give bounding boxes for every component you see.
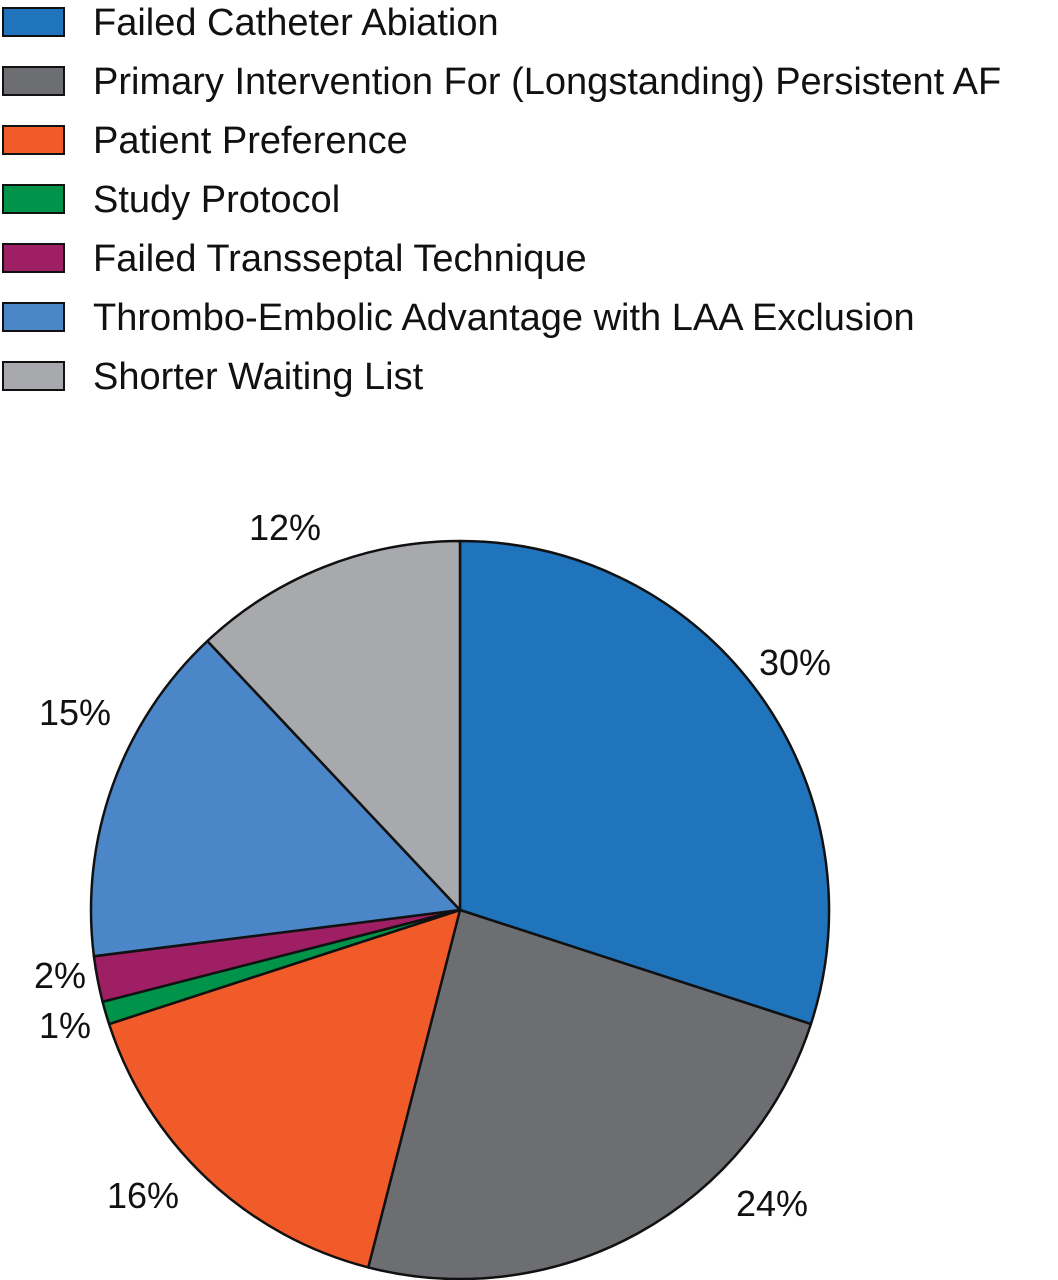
legend-label: Shorter Waiting List: [93, 356, 424, 398]
legend-swatch: [2, 66, 65, 96]
legend-label: Primary Intervention For (Longstanding) …: [93, 61, 1002, 103]
legend-label: Study Protocol: [93, 179, 341, 221]
legend-swatch: [2, 361, 65, 391]
slice-label: 16%: [107, 1175, 179, 1216]
pie-slice: [206, 539, 462, 912]
pie-slice: [107, 908, 462, 1269]
legend-swatch: [2, 184, 65, 214]
legend-label: Patient Preference: [93, 120, 408, 162]
slice-label: 30%: [759, 642, 831, 683]
slice-label: 15%: [39, 692, 111, 733]
pie-slice: [366, 908, 813, 1280]
slice-label: 12%: [249, 507, 321, 548]
slice-label: 2%: [34, 955, 86, 996]
legend-swatch: [2, 302, 65, 332]
slice-label: 24%: [736, 1183, 808, 1224]
pie-slice: [458, 539, 831, 1026]
pie-slice: [89, 639, 462, 958]
legend-swatch: [2, 7, 65, 37]
legend-label: Failed Catheter Abiation: [93, 2, 499, 44]
slice-label: 1%: [39, 1005, 91, 1046]
legend-swatch: [2, 125, 65, 155]
legend-label: Failed Transseptal Technique: [93, 238, 587, 280]
legend-label: Thrombo-Embolic Advantage with LAA Exclu…: [93, 297, 915, 339]
legend-swatch: [2, 243, 65, 273]
